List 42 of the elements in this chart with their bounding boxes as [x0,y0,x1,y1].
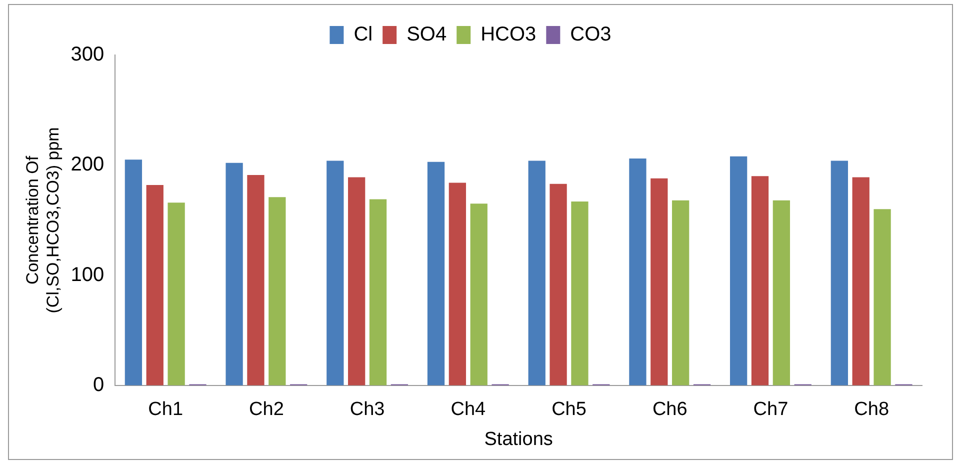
x-tick-label: Ch5 [552,399,586,420]
x-tick-label: Ch2 [249,399,284,420]
bar [168,202,185,386]
bar [268,197,286,386]
bar [772,200,790,386]
legend-label: Cl [354,24,373,46]
y-axis-title: Concentration Of (Cl,SO,HCO3,CO3) ppm [22,127,62,314]
x-tick-label: Ch6 [652,399,688,420]
y-tick-label: 0 [93,374,104,396]
bar [470,204,488,386]
bar [874,209,891,386]
bar [730,156,748,386]
bar [427,162,445,386]
legend-label: HCO3 [480,24,536,46]
bar [124,160,142,386]
bar [528,160,546,386]
bar [550,184,567,386]
bar [672,200,690,386]
bar [650,178,668,386]
bar [369,199,387,386]
bar [852,177,870,386]
bar [348,177,366,386]
bar [326,160,344,386]
x-tick-label: Ch4 [450,399,486,420]
legend-label: CO3 [570,24,612,46]
bar [146,184,164,386]
y-tick-label: 200 [70,154,104,176]
bar [226,162,243,386]
y-tick-label: 300 [70,44,104,66]
y-tick-label: 100 [70,264,104,286]
x-tick-label: Ch7 [753,399,788,420]
x-tick-label: Ch8 [854,399,890,420]
bar [629,158,646,386]
x-axis-title: Stations [484,428,553,450]
x-tick-label: Ch1 [148,399,184,420]
bar [751,176,769,386]
bar [247,175,264,386]
bar [830,160,848,386]
legend-label: SO4 [406,24,447,46]
bar [448,182,466,386]
bar [571,201,588,386]
x-tick-label: Ch3 [350,399,385,420]
